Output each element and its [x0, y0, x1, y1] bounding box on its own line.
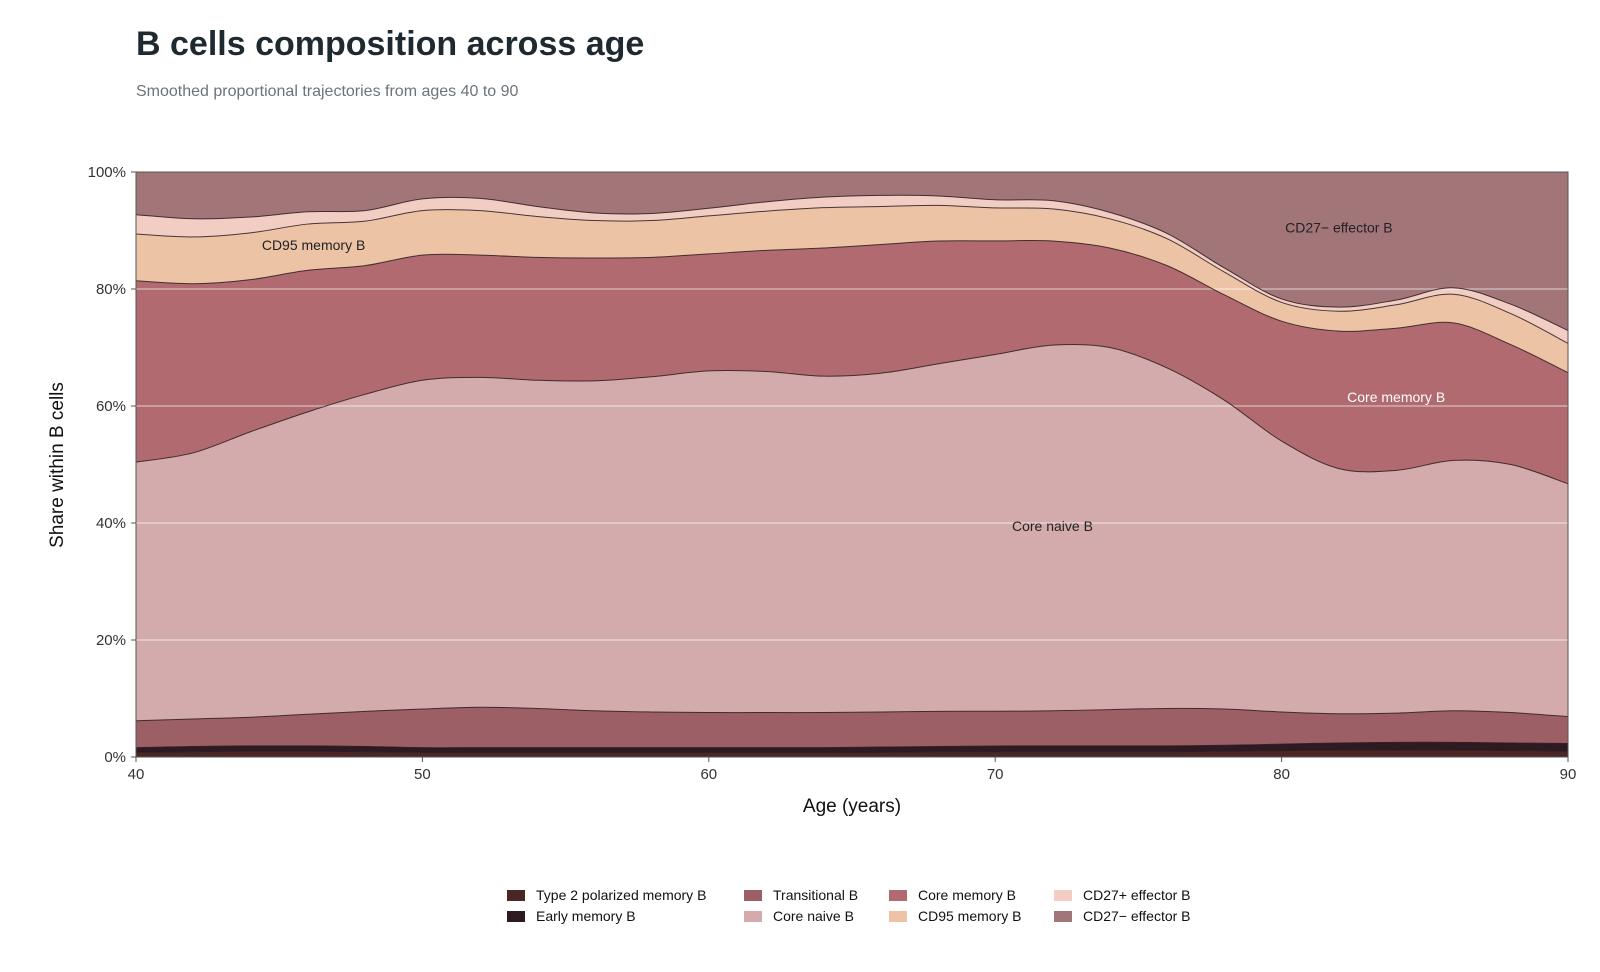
area-annotation: CD27− effector B [1285, 220, 1393, 236]
chart-subtitle: Smoothed proportional trajectories from … [136, 83, 519, 100]
x-tick-label: 70 [987, 766, 1004, 783]
area-transitional-b [136, 707, 1568, 748]
area-annotations: CD95 memory B CD27− effector B Core memory… [262, 220, 1445, 534]
x-axis: 40 50 60 70 80 90 [128, 757, 1577, 783]
legend-label: Early memory B [536, 908, 636, 924]
legend-item-type-2-polarized-memory-b: Type 2 polarized memory B [507, 887, 706, 903]
y-axis-label: Share within B cells [47, 382, 68, 548]
series-boundaries [135, 194, 1569, 753]
area-cd27-effector-b [136, 172, 1568, 331]
area-core-memory-b [136, 240, 1568, 484]
legend-item-cd95-memory-b: CD95 memory B [889, 908, 1021, 924]
y-tick-label: 80% [96, 281, 126, 298]
legend-label: Core naive B [773, 908, 854, 924]
area-cd95-memory-b [136, 205, 1568, 373]
gridlines [136, 288, 1568, 641]
x-tick-label: 80 [1273, 766, 1290, 783]
legend-item-cd27-effector-b: CD27− effector B [1054, 908, 1191, 924]
legend-swatch [507, 890, 525, 901]
legend-swatch [507, 911, 525, 922]
x-tick-label: 40 [128, 766, 145, 783]
legend-swatch [744, 890, 762, 901]
legend-label: CD95 memory B [918, 908, 1021, 924]
legend-item-core-memory-b: Core memory B [889, 887, 1016, 903]
x-tick-label: 60 [700, 766, 717, 783]
area-early-memory-b [136, 742, 1568, 753]
y-tick-label: 100% [88, 164, 126, 181]
legend-label: Type 2 polarized memory B [536, 887, 706, 903]
legend-swatch [889, 911, 907, 922]
boundary-cd95-memory-b [135, 204, 1569, 344]
area-annotation: Core memory B [1347, 389, 1445, 405]
legend-swatch [744, 911, 762, 922]
legend-swatch [1054, 911, 1072, 922]
legend-swatch [1054, 890, 1072, 901]
plot-frame [135, 171, 1569, 758]
series-areas [136, 172, 1568, 757]
plot-area: CD95 memory B CD27− effector B Core memory… [135, 171, 1569, 758]
area-annotation: CD95 memory B [262, 237, 365, 253]
legend-item-early-memory-b: Early memory B [507, 908, 636, 924]
area-core-naive-b [136, 344, 1568, 721]
legend: Type 2 polarized memory B Early memory B T… [507, 887, 1191, 924]
legend-swatch [889, 890, 907, 901]
y-axis: 0% 20% 40% 60% 80% 100% [88, 164, 136, 766]
chart-title: B cells composition across age [136, 25, 644, 63]
boundary-core-naive-b [135, 343, 1569, 485]
y-tick-label: 0% [104, 749, 126, 766]
boundary-transitional-b [135, 706, 1569, 722]
legend-label: CD27− effector B [1083, 908, 1191, 924]
boundary-type-2-polarized-memory-b [135, 749, 1569, 753]
legend-item-core-naive-b: Core naive B [744, 908, 854, 924]
boundary-core-memory-b [135, 239, 1569, 374]
legend-item-cd27-effector-b: CD27+ effector B [1054, 887, 1191, 903]
legend-label: Core memory B [918, 887, 1016, 903]
boundary-cd27-effector-b [135, 194, 1569, 331]
boundary-early-memory-b [135, 741, 1569, 749]
y-tick-label: 60% [96, 398, 126, 415]
x-tick-label: 90 [1560, 766, 1577, 783]
y-tick-label: 20% [96, 632, 126, 649]
legend-label: Transitional B [773, 887, 858, 903]
legend-item-transitional-b: Transitional B [744, 887, 858, 903]
area-annotation: Core naive B [1012, 518, 1093, 534]
y-tick-label: 40% [96, 515, 126, 532]
x-tick-label: 50 [414, 766, 431, 783]
x-axis-label: Age (years) [803, 796, 901, 817]
legend-label: CD27+ effector B [1083, 887, 1191, 903]
